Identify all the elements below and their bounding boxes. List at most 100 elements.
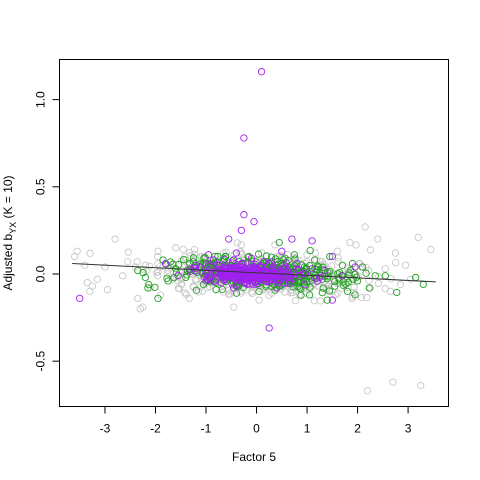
data-point (302, 259, 310, 268)
data-point (305, 291, 314, 299)
data-point (262, 277, 270, 285)
data-point (212, 278, 220, 287)
data-point (247, 264, 255, 272)
data-point (124, 258, 132, 266)
data-point (293, 259, 301, 268)
regression-line (72, 263, 436, 283)
data-point (76, 294, 84, 303)
data-point (134, 294, 142, 303)
data-point (93, 275, 102, 283)
data-point (406, 275, 415, 283)
data-point (228, 287, 236, 296)
data-point (351, 263, 359, 271)
data-point (281, 254, 289, 262)
data-point (257, 263, 266, 271)
data-point (267, 253, 276, 261)
data-point (325, 287, 334, 295)
data-point (228, 257, 237, 265)
data-point (417, 381, 425, 390)
data-point (282, 259, 290, 267)
data-point (387, 275, 395, 283)
data-point (323, 296, 331, 304)
data-point (174, 272, 182, 280)
data-point (267, 271, 276, 279)
data-point (291, 278, 299, 286)
data-point (391, 249, 400, 257)
x-axis: -3 -2 -1 0 1 2 3 (100, 406, 412, 436)
data-point (202, 268, 210, 277)
data-point (300, 280, 309, 289)
data-point (349, 275, 357, 284)
data-point (338, 261, 347, 269)
data-point (244, 253, 252, 261)
data-point (427, 245, 435, 254)
data-point (343, 287, 352, 296)
data-point (295, 276, 303, 284)
data-point (334, 257, 342, 266)
data-point (237, 241, 245, 249)
data-point (306, 274, 315, 282)
data-point (252, 280, 261, 289)
data-point (365, 276, 373, 284)
data-point (250, 218, 258, 226)
data-point (281, 288, 289, 296)
data-point (280, 261, 288, 269)
data-point (346, 238, 354, 247)
data-point (254, 250, 263, 258)
data-point (145, 280, 153, 289)
data-point (248, 280, 257, 288)
data-point (139, 303, 147, 311)
data-point (357, 293, 366, 302)
data-point (218, 283, 226, 291)
data-point (237, 259, 246, 268)
data-point (392, 258, 400, 267)
data-point (306, 283, 314, 291)
data-point (328, 296, 336, 304)
data-point (141, 261, 150, 269)
data-point (361, 223, 369, 231)
data-point (204, 251, 213, 259)
data-point (362, 269, 370, 277)
y-axis-title: Adjusted bYX (K = 10) (1, 175, 18, 290)
data-point (331, 282, 339, 290)
data-point (111, 235, 119, 243)
data-point (316, 297, 324, 305)
data-point (240, 211, 248, 219)
data-point (401, 261, 410, 269)
data-point (321, 266, 329, 275)
data-point (389, 378, 397, 386)
data-point (326, 252, 334, 261)
data-point (88, 282, 96, 290)
data-point (228, 259, 237, 267)
data-point (154, 268, 162, 276)
data-point (338, 272, 347, 280)
data-point (396, 280, 405, 289)
data-point (318, 258, 326, 266)
data-point (381, 265, 389, 273)
data-point (333, 247, 342, 255)
data-point (154, 294, 162, 303)
data-point (101, 263, 109, 271)
data-point (230, 266, 238, 275)
data-point (339, 281, 347, 289)
data-point (274, 276, 282, 285)
data-point (230, 303, 238, 311)
data-point (366, 246, 375, 254)
data-point (192, 261, 200, 269)
data-point (363, 294, 371, 302)
data-point (301, 270, 310, 278)
data-point (331, 291, 340, 299)
data-point (81, 261, 89, 269)
data-point (326, 267, 334, 276)
data-point (172, 244, 180, 252)
data-point (237, 249, 246, 257)
data-point (393, 288, 401, 297)
data-point (164, 266, 172, 275)
data-point (365, 284, 373, 292)
data-point (247, 254, 256, 262)
data-point (225, 235, 233, 243)
x-tick-label: 1 (304, 422, 311, 436)
data-point (275, 238, 283, 247)
data-point (163, 269, 171, 278)
